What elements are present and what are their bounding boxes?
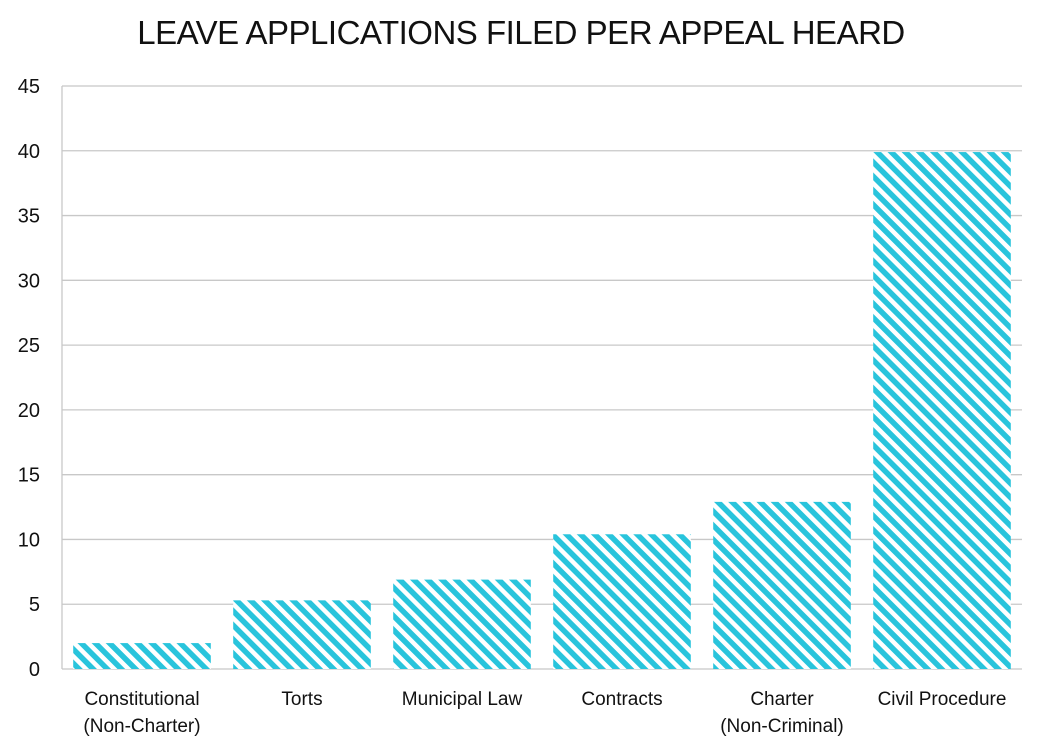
y-tick-label: 20 xyxy=(18,400,40,422)
x-category-label: Constitutional xyxy=(84,689,199,710)
x-category-label: (Non-Criminal) xyxy=(720,716,844,737)
x-category-label: Civil Procedure xyxy=(878,689,1007,710)
bars xyxy=(73,152,1011,669)
x-category-labels: Constitutional (Non-Charter) Torts Municipa… xyxy=(83,689,1006,737)
bar xyxy=(873,152,1011,669)
y-tick-label: 25 xyxy=(18,335,40,357)
bar xyxy=(393,579,531,669)
y-tick-labels: 0 5 10 15 20 25 30 35 40 45 xyxy=(18,76,40,681)
x-category-label: Contracts xyxy=(581,689,662,710)
x-category-label: Torts xyxy=(281,689,322,710)
y-tick-label: 15 xyxy=(18,465,40,487)
y-tick-label: 35 xyxy=(18,206,40,228)
x-category-label: Charter xyxy=(750,689,814,710)
chart-title: LEAVE APPLICATIONS FILED PER APPEAL HEAR… xyxy=(137,14,905,51)
x-category-label: Municipal Law xyxy=(402,689,523,710)
gridlines xyxy=(62,85,1022,605)
axes xyxy=(61,86,1022,670)
y-tick-label: 40 xyxy=(18,141,40,163)
bar xyxy=(553,534,691,669)
y-tick-label: 45 xyxy=(18,76,40,98)
y-tick-label: 5 xyxy=(29,594,40,616)
x-category-label: (Non-Charter) xyxy=(83,716,200,737)
y-tick-label: 30 xyxy=(18,270,40,292)
bar xyxy=(233,600,371,669)
bar xyxy=(73,643,211,669)
bar xyxy=(713,501,851,669)
y-tick-label: 10 xyxy=(18,529,40,551)
y-tick-label: 0 xyxy=(29,659,40,681)
